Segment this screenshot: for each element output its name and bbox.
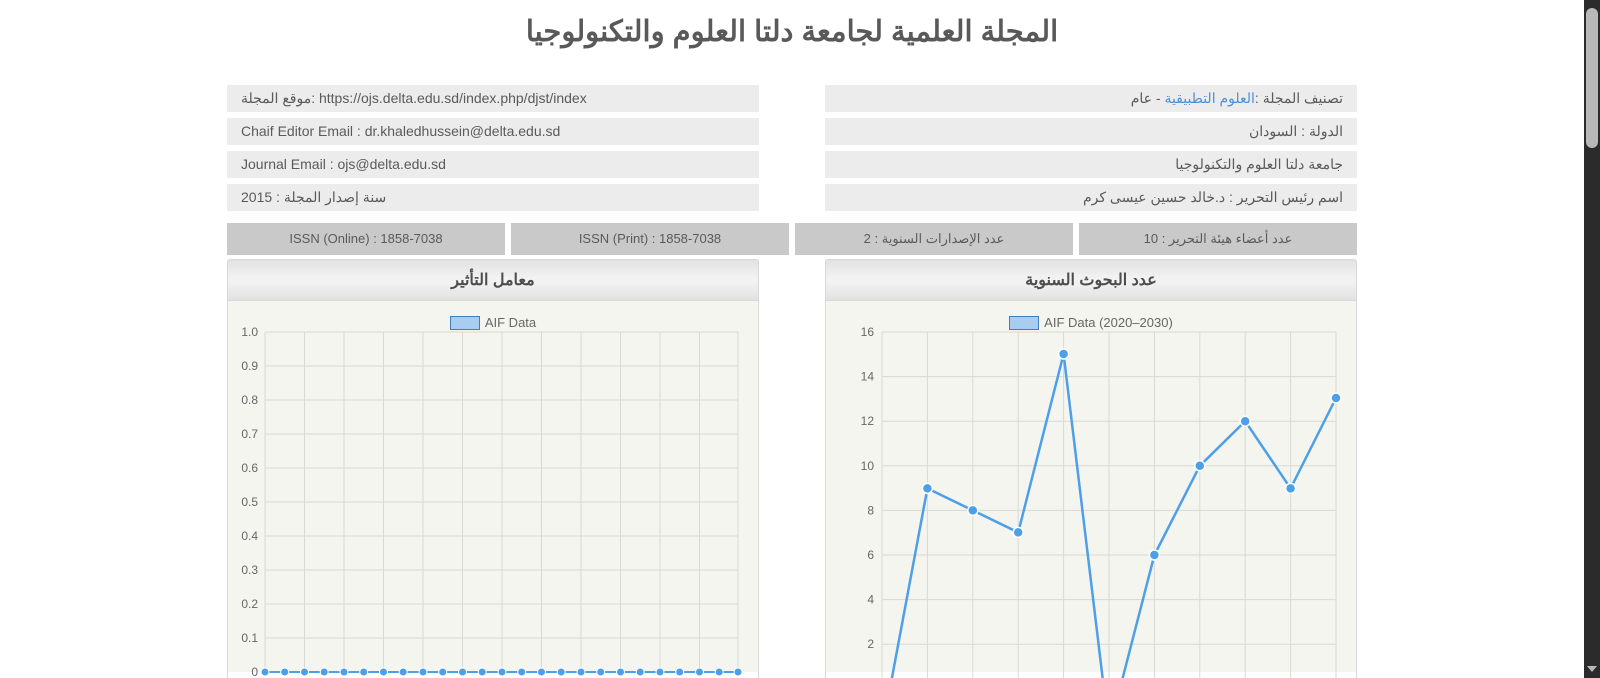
svg-text:0.7: 0.7 [241,427,258,441]
svg-text:0.5: 0.5 [241,495,258,509]
svg-text:10: 10 [861,459,875,473]
svg-text:12: 12 [861,414,875,428]
svg-text:0.1: 0.1 [241,631,258,645]
svg-text:0.4: 0.4 [241,529,258,543]
svg-text:8: 8 [867,503,874,517]
svg-text:0.9: 0.9 [241,359,258,373]
svg-text:0: 0 [251,665,258,678]
svg-text:6: 6 [867,548,874,562]
svg-text:14: 14 [861,370,875,384]
svg-text:0.2: 0.2 [241,597,258,611]
svg-text:0.6: 0.6 [241,461,258,475]
svg-text:0.3: 0.3 [241,563,258,577]
svg-text:4: 4 [867,593,874,607]
svg-text:2: 2 [867,637,874,651]
svg-text:0.8: 0.8 [241,393,258,407]
